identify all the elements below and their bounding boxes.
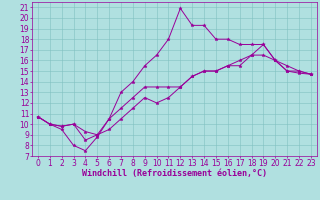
X-axis label: Windchill (Refroidissement éolien,°C): Windchill (Refroidissement éolien,°C) [82,169,267,178]
